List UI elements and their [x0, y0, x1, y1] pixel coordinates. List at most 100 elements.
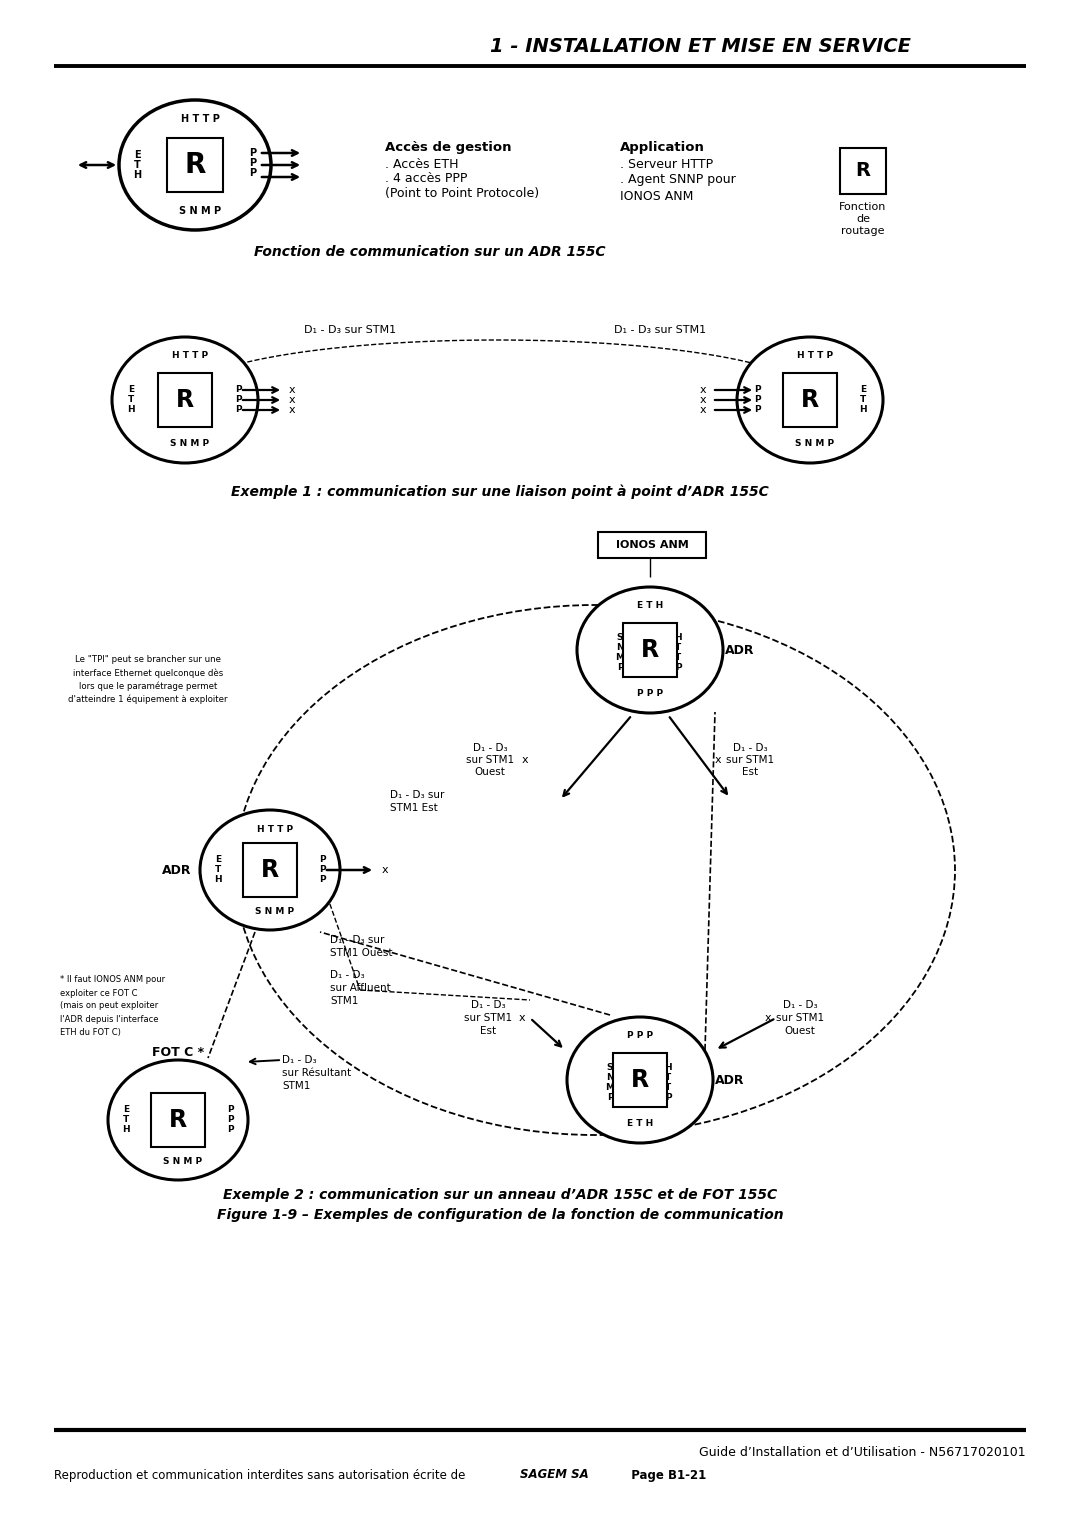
Text: de: de — [856, 214, 870, 225]
Text: ADR: ADR — [715, 1074, 745, 1086]
Text: SAGEM SA: SAGEM SA — [519, 1468, 589, 1482]
Text: D₁ - D₃ sur: D₁ - D₃ sur — [330, 935, 384, 944]
Text: E: E — [127, 385, 134, 394]
Text: M: M — [616, 654, 624, 663]
Ellipse shape — [737, 338, 883, 463]
Text: E: E — [860, 385, 866, 394]
Text: . Agent SNNP pour: . Agent SNNP pour — [620, 173, 735, 185]
Text: Est: Est — [742, 767, 758, 778]
Text: x: x — [288, 396, 295, 405]
Text: P: P — [234, 385, 241, 394]
Text: x: x — [700, 396, 706, 405]
Text: T: T — [675, 643, 681, 652]
Text: Accès de gestion: Accès de gestion — [384, 142, 512, 154]
Text: . Accès ETH: . Accès ETH — [384, 159, 459, 171]
Text: R: R — [640, 639, 659, 662]
Text: T: T — [675, 654, 681, 663]
Text: T: T — [665, 1074, 671, 1082]
Text: ADR: ADR — [726, 643, 755, 657]
Text: T: T — [860, 396, 866, 405]
Text: M: M — [606, 1083, 615, 1093]
Text: Fonction: Fonction — [839, 202, 887, 212]
Text: (mais on peut exploiter: (mais on peut exploiter — [60, 1001, 159, 1010]
Text: Reproduction et communication interdites sans autorisation écrite de: Reproduction et communication interdites… — [54, 1468, 469, 1482]
Text: H: H — [214, 876, 221, 885]
Bar — [151, 1093, 205, 1148]
Text: x: x — [288, 385, 295, 396]
Text: H: H — [860, 405, 867, 414]
Text: P: P — [249, 157, 257, 168]
Text: P: P — [319, 876, 325, 885]
Text: P: P — [227, 1105, 233, 1114]
Text: T: T — [665, 1083, 671, 1093]
Ellipse shape — [577, 587, 723, 714]
Text: N: N — [617, 643, 624, 652]
Text: E: E — [123, 1105, 130, 1114]
Text: x: x — [381, 865, 389, 876]
Text: Le "TPI" peut se brancher sur une: Le "TPI" peut se brancher sur une — [75, 656, 221, 665]
Text: H: H — [127, 405, 135, 414]
Text: x: x — [700, 405, 706, 416]
Bar — [158, 373, 212, 426]
Text: interface Ethernet quelconque dès: interface Ethernet quelconque dès — [72, 668, 224, 678]
Text: . Serveur HTTP: . Serveur HTTP — [620, 159, 713, 171]
Ellipse shape — [108, 1060, 248, 1180]
Text: Guide d’Installation et d’Utilisation - N56717020101: Guide d’Installation et d’Utilisation - … — [700, 1447, 1026, 1459]
Text: * Il faut IONOS ANM pour: * Il faut IONOS ANM pour — [60, 975, 165, 984]
Text: sur STM1: sur STM1 — [464, 1013, 512, 1024]
Text: S N M P: S N M P — [171, 440, 210, 449]
Text: D₁ - D₃ sur STM1: D₁ - D₃ sur STM1 — [303, 325, 396, 335]
Text: routage: routage — [841, 226, 885, 235]
Text: P: P — [754, 405, 760, 414]
Bar — [783, 373, 837, 426]
Ellipse shape — [200, 810, 340, 931]
Text: R: R — [801, 388, 819, 413]
Text: R: R — [631, 1068, 649, 1093]
Text: P: P — [617, 663, 623, 672]
Text: sur STM1: sur STM1 — [726, 755, 774, 766]
Text: S N M P: S N M P — [796, 440, 835, 449]
Ellipse shape — [567, 1018, 713, 1143]
Text: P: P — [754, 396, 760, 405]
Text: P P P: P P P — [637, 689, 663, 698]
Text: P: P — [249, 168, 257, 177]
Text: exploiter ce FOT C: exploiter ce FOT C — [60, 989, 137, 998]
Text: R: R — [855, 162, 870, 180]
Text: ADR: ADR — [162, 863, 192, 877]
Text: STM1: STM1 — [330, 996, 359, 1005]
Text: Ouest: Ouest — [784, 1025, 815, 1036]
Text: Page B1-21: Page B1-21 — [590, 1468, 706, 1482]
Text: S N M P: S N M P — [179, 206, 221, 215]
Text: P: P — [234, 396, 241, 405]
Text: x: x — [700, 385, 706, 396]
Text: STM1 Est: STM1 Est — [390, 804, 437, 813]
Text: D₁ - D₃: D₁ - D₃ — [783, 999, 818, 1010]
Text: H T T P: H T T P — [172, 351, 208, 361]
Text: P: P — [227, 1126, 233, 1134]
Text: H: H — [133, 170, 141, 180]
Text: P: P — [675, 663, 681, 672]
Text: P P P: P P P — [626, 1031, 653, 1041]
Text: D₁ - D₃: D₁ - D₃ — [732, 743, 767, 753]
Text: D₁ - D₃: D₁ - D₃ — [282, 1054, 316, 1065]
Text: STM1: STM1 — [282, 1080, 310, 1091]
Text: FOT C *: FOT C * — [152, 1045, 204, 1059]
Ellipse shape — [112, 338, 258, 463]
Text: sur STM1: sur STM1 — [465, 755, 514, 766]
Bar — [623, 623, 677, 677]
Text: Fonction de communication sur un ADR 155C: Fonction de communication sur un ADR 155… — [254, 244, 606, 260]
Text: d'atteindre 1 équipement à exploiter: d'atteindre 1 équipement à exploiter — [68, 694, 228, 704]
Text: . 4 accès PPP: . 4 accès PPP — [384, 173, 468, 185]
Text: T: T — [215, 865, 221, 874]
Bar — [598, 532, 706, 558]
Text: P: P — [227, 1115, 233, 1125]
Text: Exemple 1 : communication sur une liaison point à point d’ADR 155C: Exemple 1 : communication sur une liaiso… — [231, 484, 769, 500]
Text: P: P — [607, 1094, 613, 1103]
Text: P: P — [249, 148, 257, 157]
Text: x: x — [715, 755, 721, 766]
Text: D₁ - D₃: D₁ - D₃ — [330, 970, 365, 979]
Text: P: P — [754, 385, 760, 394]
Text: H T T P: H T T P — [797, 351, 833, 361]
Text: IONOS ANM: IONOS ANM — [616, 539, 688, 550]
Text: E: E — [215, 856, 221, 865]
